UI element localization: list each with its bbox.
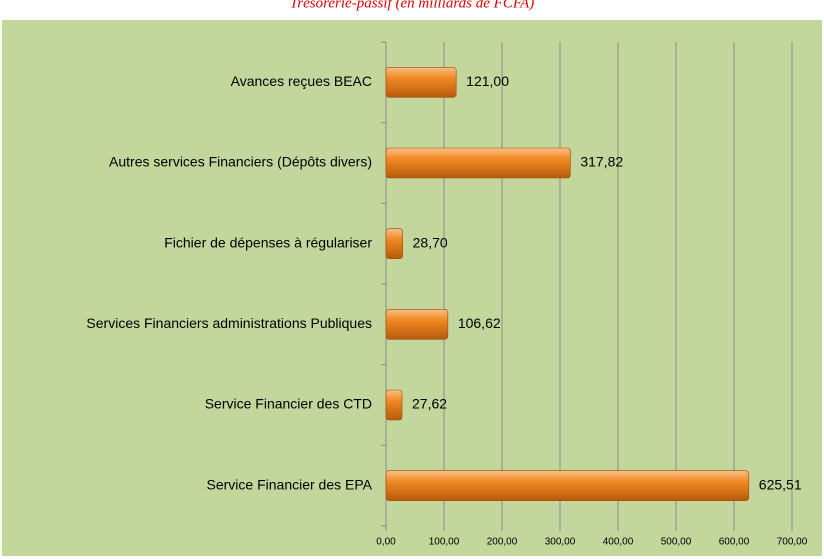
chart-title: Trésorerie-passif (en milliards de FCFA) bbox=[290, 0, 534, 11]
y-tick-label: Service Financier des EPA bbox=[207, 476, 373, 492]
bar bbox=[385, 470, 750, 501]
bar bbox=[385, 389, 403, 421]
data-label: 28,70 bbox=[413, 234, 448, 250]
bar bbox=[385, 147, 571, 179]
y-tick-label: Avances reçues BEAC bbox=[231, 73, 372, 89]
y-tick-label: Services Financiers administrations Publ… bbox=[86, 315, 372, 331]
bar bbox=[385, 67, 457, 98]
data-label: 121,00 bbox=[466, 73, 509, 89]
data-label: 106,62 bbox=[458, 315, 501, 331]
x-tick-label: 600,00 bbox=[719, 537, 750, 548]
data-label: 27,62 bbox=[412, 396, 447, 412]
y-tick-label: Fichier de dépenses à régulariser bbox=[164, 234, 372, 250]
data-label: 317,82 bbox=[580, 154, 623, 170]
x-tick-label: 100,00 bbox=[429, 537, 460, 548]
bar bbox=[385, 309, 449, 340]
x-tick-label: 700,00 bbox=[777, 537, 808, 548]
plot-background bbox=[2, 20, 822, 556]
x-tick-label: 300,00 bbox=[545, 537, 576, 548]
data-label: 625,51 bbox=[759, 476, 802, 492]
x-tick-label: 0,00 bbox=[376, 537, 396, 548]
y-tick-label: Autres services Financiers (Dépôts diver… bbox=[109, 154, 372, 170]
x-tick-label: 400,00 bbox=[603, 537, 634, 548]
y-tick-label: Service Financier des CTD bbox=[205, 396, 372, 412]
x-tick-label: 200,00 bbox=[487, 537, 518, 548]
bar bbox=[385, 228, 403, 259]
x-tick-label: 500,00 bbox=[661, 537, 692, 548]
